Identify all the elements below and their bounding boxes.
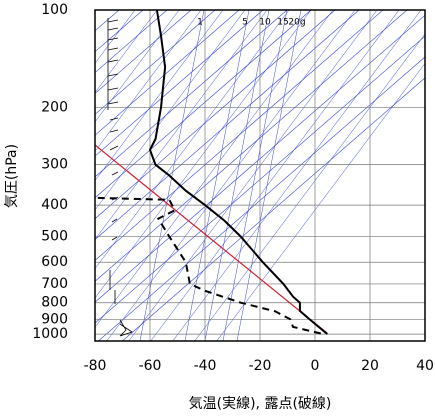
- profiles: [97, 9, 329, 336]
- x-tick-label: -60: [139, 358, 162, 374]
- moist-adiabat: [150, 10, 400, 341]
- dry-adiabat: [95, 35, 425, 324]
- dry-adiabat: [95, 14, 425, 303]
- y-axis-label: 気圧(hPa): [4, 144, 20, 208]
- y-tick-label: 600: [41, 254, 68, 270]
- y-tick-label: 400: [41, 197, 68, 213]
- x-tick-label: 20: [361, 358, 379, 374]
- y-tick-label: 200: [41, 100, 68, 116]
- moist-adiabat: [95, 10, 312, 299]
- mixing-ratio-label: 1: [197, 18, 203, 28]
- dry-adiabat: [98, 56, 425, 341]
- y-tick-label: 500: [41, 229, 68, 245]
- x-tick-label: 0: [311, 358, 320, 374]
- mixing-ratio-line: [222, 10, 288, 341]
- plot-frame: [94, 9, 426, 342]
- dry-adiabat: [95, 10, 168, 74]
- moist-adiabat: [95, 10, 334, 328]
- dry-adiabat: [95, 10, 288, 178]
- x-tick-label: 40: [416, 358, 434, 374]
- moist-adiabat: [95, 10, 290, 270]
- moist-adiabat: [216, 62, 425, 341]
- x-tick-label: -80: [84, 358, 107, 374]
- mixing-ratio-line: [236, 10, 302, 341]
- dewpoint-line: [97, 196, 324, 336]
- moist-adiabat: [106, 10, 356, 341]
- moist-adiabat: [95, 10, 268, 240]
- y-tick-label: 100: [41, 2, 68, 18]
- y-tick-label: 300: [41, 157, 68, 173]
- x-tick-label: -20: [249, 358, 272, 374]
- mixing-ratio-label: 5: [242, 18, 248, 28]
- mixing-ratio-line: [139, 10, 205, 341]
- mixing-ratio-line: [204, 10, 270, 341]
- y-tick-label: 1000: [32, 326, 68, 342]
- moist-adiabat: [95, 10, 202, 152]
- moist-adiabat: [128, 10, 378, 341]
- y-tick-label: 900: [41, 311, 68, 327]
- mixing-ratio-label: 20g: [288, 18, 305, 28]
- dry-adiabat: [95, 10, 216, 115]
- dry-adiabat: [122, 77, 425, 341]
- dry-adiabat: [95, 10, 144, 53]
- x-tick-label: -40: [194, 358, 217, 374]
- mixing-ratio-label: 10: [259, 18, 271, 28]
- y-tick-label: 700: [41, 276, 68, 292]
- moist-adiabat: [194, 33, 425, 341]
- x-axis-label: 気温(実線), 露点(破線): [189, 396, 332, 412]
- mixing-ratio-label: 15: [277, 18, 288, 28]
- y-tick-label: 800: [41, 295, 68, 311]
- dry-adiabat: [95, 10, 336, 220]
- moist-adiabat: [95, 10, 180, 123]
- dry-adiabat: [95, 10, 408, 282]
- dry-adiabat: [95, 10, 264, 157]
- moist-adiabat: [95, 10, 158, 94]
- moist-adiabat: [172, 10, 422, 341]
- wind-barbs: [107, 18, 133, 337]
- moist-adiabat: [95, 10, 224, 182]
- moist-adiabat: [95, 10, 246, 211]
- dry-adiabat: [95, 10, 192, 94]
- parcel-line: [95, 144, 328, 334]
- dry-adiabat: [95, 10, 240, 136]
- dry-adiabat: [95, 10, 384, 261]
- temperature-line: [148, 9, 329, 335]
